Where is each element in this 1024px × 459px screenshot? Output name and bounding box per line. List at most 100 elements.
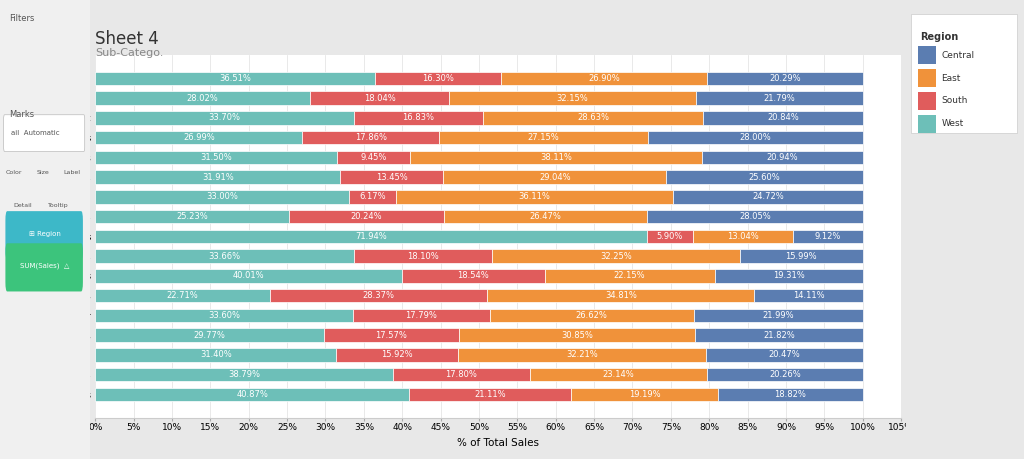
- Text: 40.01%: 40.01%: [233, 271, 264, 280]
- Text: 21.82%: 21.82%: [763, 330, 795, 340]
- Text: 33.00%: 33.00%: [206, 192, 238, 202]
- Text: 20.24%: 20.24%: [351, 212, 382, 221]
- Bar: [444, 210, 647, 224]
- Bar: [449, 91, 695, 105]
- Bar: [95, 249, 353, 263]
- Bar: [95, 151, 337, 164]
- Text: ail  Automatic: ail Automatic: [11, 130, 59, 136]
- Bar: [95, 210, 289, 224]
- Bar: [755, 289, 863, 302]
- Text: Marks: Marks: [9, 110, 34, 119]
- Bar: [409, 388, 571, 401]
- Text: Region: Region: [921, 32, 958, 42]
- Text: 38.79%: 38.79%: [228, 370, 260, 379]
- Bar: [443, 170, 667, 184]
- Text: 18.82%: 18.82%: [774, 390, 806, 399]
- Text: 36.11%: 36.11%: [518, 192, 550, 202]
- Text: 71.94%: 71.94%: [355, 232, 387, 241]
- Bar: [95, 269, 402, 283]
- Text: 5.90%: 5.90%: [656, 232, 683, 241]
- Bar: [918, 46, 936, 64]
- Text: 34.81%: 34.81%: [605, 291, 637, 300]
- Bar: [95, 348, 336, 362]
- Text: 13.45%: 13.45%: [376, 173, 408, 182]
- Text: 28.63%: 28.63%: [577, 113, 609, 122]
- Bar: [324, 329, 459, 342]
- Text: 33.60%: 33.60%: [208, 311, 241, 320]
- Bar: [289, 210, 444, 224]
- Text: 26.90%: 26.90%: [588, 74, 620, 83]
- Bar: [706, 348, 863, 362]
- Bar: [493, 249, 740, 263]
- Text: 40.87%: 40.87%: [237, 390, 268, 399]
- Bar: [402, 269, 545, 283]
- Bar: [95, 289, 269, 302]
- Text: 33.70%: 33.70%: [209, 113, 241, 122]
- Text: 31.40%: 31.40%: [200, 351, 231, 359]
- Text: 20.26%: 20.26%: [769, 370, 801, 379]
- Text: 9.12%: 9.12%: [814, 232, 841, 241]
- Bar: [269, 289, 487, 302]
- Bar: [647, 210, 862, 224]
- Bar: [793, 230, 863, 243]
- Text: 19.31%: 19.31%: [773, 271, 805, 280]
- Text: 29.77%: 29.77%: [194, 330, 225, 340]
- Bar: [95, 170, 340, 184]
- Text: 24.72%: 24.72%: [752, 192, 783, 202]
- FancyBboxPatch shape: [4, 115, 85, 151]
- Bar: [695, 329, 863, 342]
- Bar: [487, 289, 755, 302]
- Bar: [571, 388, 718, 401]
- Bar: [95, 368, 393, 381]
- FancyBboxPatch shape: [911, 14, 1017, 133]
- Bar: [459, 348, 706, 362]
- Bar: [695, 91, 863, 105]
- Text: SUM(Sales)  △: SUM(Sales) △: [20, 263, 70, 269]
- Bar: [336, 348, 459, 362]
- FancyBboxPatch shape: [5, 211, 83, 259]
- FancyBboxPatch shape: [5, 243, 83, 291]
- Bar: [702, 151, 863, 164]
- Bar: [545, 269, 715, 283]
- Text: 17.86%: 17.86%: [355, 133, 387, 142]
- Text: Sheet 4: Sheet 4: [95, 30, 159, 48]
- Bar: [501, 72, 707, 85]
- Bar: [694, 309, 863, 322]
- Text: 17.80%: 17.80%: [445, 370, 477, 379]
- Text: Central: Central: [942, 50, 975, 60]
- Text: 16.83%: 16.83%: [402, 113, 434, 122]
- Text: 26.99%: 26.99%: [183, 133, 215, 142]
- Text: Label: Label: [63, 170, 81, 175]
- Text: 32.21%: 32.21%: [566, 351, 598, 359]
- Text: 31.91%: 31.91%: [202, 173, 233, 182]
- Bar: [489, 309, 694, 322]
- Text: Tooltip: Tooltip: [48, 202, 69, 207]
- Bar: [340, 170, 443, 184]
- Text: 17.79%: 17.79%: [406, 311, 437, 320]
- Text: 18.10%: 18.10%: [408, 252, 439, 261]
- Bar: [302, 131, 439, 144]
- Bar: [95, 72, 376, 85]
- Text: 31.50%: 31.50%: [201, 153, 232, 162]
- Bar: [95, 190, 348, 204]
- Text: Filters: Filters: [9, 14, 35, 23]
- Text: 28.00%: 28.00%: [739, 133, 771, 142]
- Bar: [918, 69, 936, 87]
- Bar: [410, 151, 702, 164]
- Text: 20.47%: 20.47%: [768, 351, 800, 359]
- Text: South: South: [942, 96, 968, 106]
- Bar: [647, 230, 692, 243]
- Text: 17.57%: 17.57%: [375, 330, 408, 340]
- Text: 22.71%: 22.71%: [167, 291, 199, 300]
- Text: 26.62%: 26.62%: [575, 311, 608, 320]
- Bar: [95, 131, 302, 144]
- Bar: [310, 91, 449, 105]
- Text: Detail: Detail: [13, 202, 32, 207]
- Bar: [376, 72, 501, 85]
- Text: 32.15%: 32.15%: [556, 94, 588, 102]
- Text: 21.79%: 21.79%: [763, 94, 795, 102]
- Bar: [702, 111, 863, 124]
- Text: 16.30%: 16.30%: [422, 74, 454, 83]
- Text: 33.66%: 33.66%: [208, 252, 241, 261]
- Bar: [673, 190, 863, 204]
